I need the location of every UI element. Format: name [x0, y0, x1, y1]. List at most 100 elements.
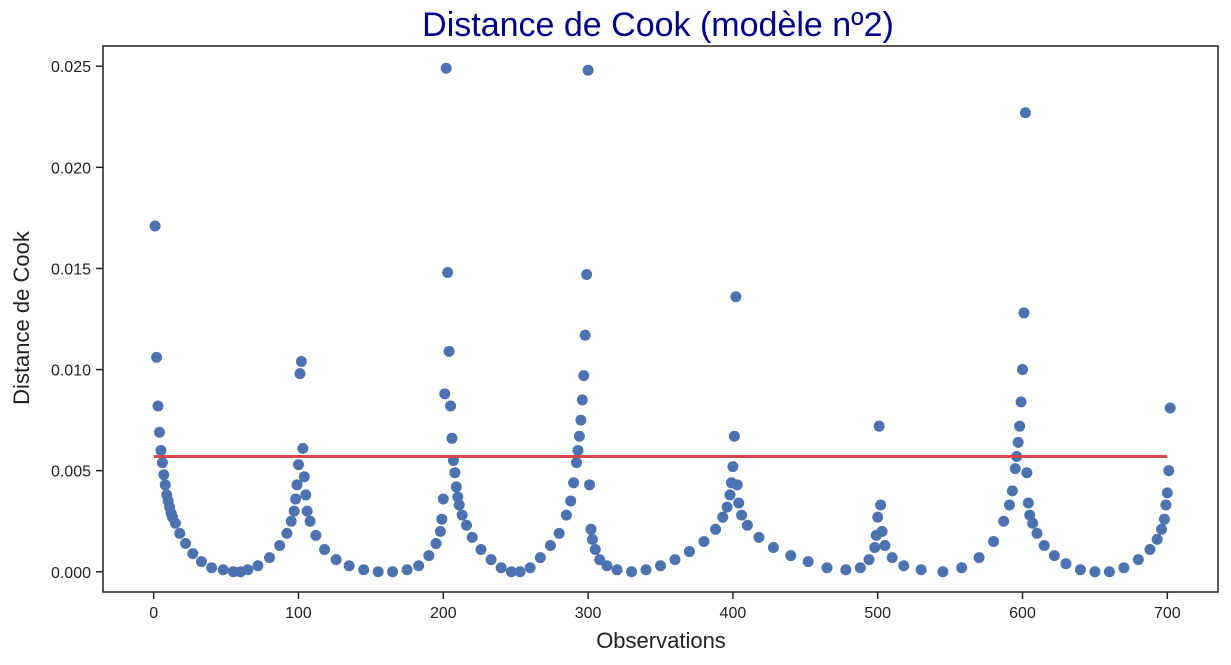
data-point: [1074, 564, 1086, 576]
y-axis: 0.000 0.005 0.010 0.015 0.020 0.025: [51, 59, 103, 582]
data-point: [430, 537, 442, 549]
data-point: [187, 548, 199, 560]
data-point: [733, 497, 745, 509]
data-point: [343, 560, 355, 572]
data-point: [585, 523, 597, 535]
data-point: [466, 531, 478, 543]
data-point: [1132, 554, 1144, 566]
data-point: [802, 556, 814, 568]
data-point: [442, 266, 454, 278]
data-point: [785, 550, 797, 562]
data-point: [301, 505, 313, 517]
data-point: [460, 519, 472, 531]
data-point: [578, 370, 590, 382]
data-point: [155, 444, 167, 456]
data-point: [1027, 517, 1039, 529]
data-point: [626, 566, 638, 578]
data-point: [728, 430, 740, 442]
data-point: [579, 329, 591, 341]
data-point: [872, 511, 884, 523]
data-point: [886, 552, 898, 564]
data-point: [434, 525, 446, 537]
data-point: [1015, 396, 1027, 408]
data-point: [1038, 539, 1050, 551]
x-tick-label: 600: [1009, 605, 1036, 622]
data-point: [174, 527, 186, 539]
data-point: [1017, 364, 1029, 376]
data-point: [640, 564, 652, 576]
data-point: [281, 527, 293, 539]
data-point: [998, 515, 1010, 527]
data-point: [195, 556, 207, 568]
data-point: [1144, 544, 1156, 556]
data-point: [295, 355, 307, 367]
x-tick-label: 200: [430, 605, 457, 622]
data-point: [514, 566, 526, 578]
data-point: [475, 544, 487, 556]
data-point: [285, 515, 297, 527]
data-point: [505, 566, 517, 578]
data-point: [840, 564, 852, 576]
data-point: [731, 479, 743, 491]
data-point: [319, 544, 331, 556]
data-point: [572, 444, 584, 456]
data-point: [669, 554, 681, 566]
data-point: [730, 291, 742, 303]
data-point: [423, 550, 435, 562]
data-point: [736, 509, 748, 521]
y-tick-label: 0.025: [51, 59, 91, 76]
data-point: [252, 560, 264, 572]
data-point: [594, 554, 606, 566]
data-point: [292, 459, 304, 471]
data-point: [581, 269, 593, 281]
data-point: [443, 345, 455, 357]
data-point: [1012, 436, 1024, 448]
data-point: [304, 515, 316, 527]
data-point: [869, 542, 881, 554]
y-tick-label: 0.005: [51, 464, 91, 481]
data-point: [413, 560, 425, 572]
data-point: [937, 566, 949, 578]
data-point: [169, 517, 181, 529]
data-point: [372, 566, 384, 578]
data-point: [495, 562, 507, 574]
data-point: [863, 554, 875, 566]
data-point: [456, 509, 468, 521]
data-point: [1006, 485, 1018, 497]
y-axis-label: Distance de Cook: [9, 230, 34, 405]
data-point: [655, 560, 666, 572]
data-point: [589, 544, 601, 556]
chart-title: Distance de Cook (modèle nº2): [422, 6, 894, 44]
data-point: [724, 489, 736, 501]
data-point: [576, 394, 588, 406]
y-tick-label: 0.015: [51, 261, 91, 278]
data-point: [453, 499, 465, 511]
data-point: [753, 531, 765, 543]
data-point: [149, 220, 161, 232]
data-point: [586, 533, 598, 545]
data-point: [358, 564, 370, 576]
data-point: [575, 414, 587, 426]
data-point: [291, 479, 303, 491]
data-point: [300, 489, 312, 501]
data-point: [297, 442, 309, 454]
data-point: [274, 539, 286, 551]
data-point: [973, 552, 985, 564]
data-point: [876, 525, 888, 537]
data-point: [152, 400, 164, 412]
data-point: [553, 527, 565, 539]
data-point: [387, 566, 399, 578]
data-point: [1089, 566, 1101, 578]
data-point: [1003, 499, 1015, 511]
data-point: [1161, 487, 1173, 499]
data-point: [450, 481, 462, 493]
data-point: [449, 467, 461, 479]
data-point: [683, 546, 695, 558]
data-point: [330, 554, 342, 566]
data-point: [1151, 533, 1163, 545]
x-tick-label: 300: [575, 605, 602, 622]
data-point: [310, 529, 322, 541]
data-point: [158, 469, 170, 481]
y-tick-label: 0.000: [51, 565, 91, 582]
data-point: [571, 457, 583, 469]
